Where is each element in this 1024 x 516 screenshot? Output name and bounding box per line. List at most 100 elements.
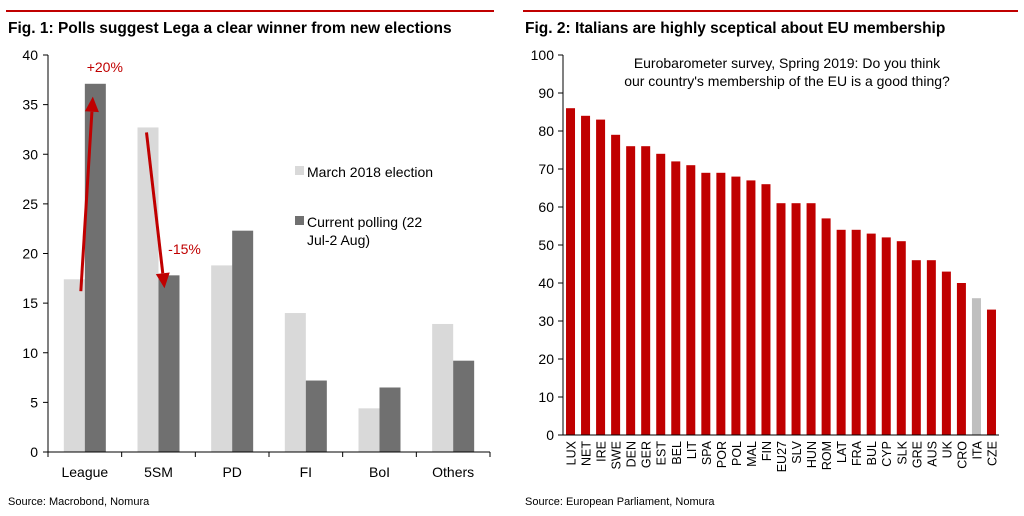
- fig1-bar-election: [432, 323, 454, 452]
- fig1-y-tick-label: 15: [22, 295, 38, 311]
- fig2-top-rule: [523, 10, 1018, 12]
- fig2-x-tick-label: LUX: [565, 440, 579, 465]
- fig2-x-tick-label: UK: [940, 440, 954, 458]
- fig2-x-tick-label: SWE: [610, 441, 624, 469]
- fig2-bar-slk: [896, 241, 906, 435]
- fig1-x-tick-label: 5SM: [144, 464, 173, 480]
- fig2-x-tick-label: LAT: [835, 441, 849, 463]
- fig2-x-tick-label: GRE: [910, 441, 924, 468]
- fig2-x-tick-label: ROM: [820, 441, 834, 470]
- fig2-x-tick-label: CYP: [880, 441, 894, 467]
- fig2-x-tick-label: FRA: [850, 440, 864, 466]
- fig1-y-tick-label: 30: [22, 146, 38, 162]
- fig1-legend-swatch-election: [295, 166, 304, 175]
- fig2-bar-ire: [596, 119, 606, 435]
- fig2-bar-ger: [641, 146, 651, 435]
- fig1-source: Source: Macrobond, Nomura: [8, 496, 150, 508]
- fig2-x-tick-label: SLV: [790, 440, 804, 463]
- fig1-bar-polling: [232, 230, 254, 452]
- fig1-x-tick-label: League: [61, 464, 108, 480]
- fig2-x-tick-label: SLK: [895, 440, 909, 464]
- fig2-bar-swe: [611, 134, 621, 436]
- fig1-y-tick-label: 40: [22, 47, 38, 63]
- fig2-bar-net: [581, 115, 591, 436]
- fig1-bar-polling: [158, 275, 180, 452]
- fig2-y-tick-label: 70: [538, 161, 554, 177]
- fig2-y-tick-label: 90: [538, 85, 554, 101]
- fig2-title: Fig. 2: Italians are highly sceptical ab…: [525, 20, 946, 37]
- fig1-arrow-up-shaft: [79, 111, 94, 292]
- fig1-legend-label-polling-line1: Current polling (22: [307, 214, 422, 230]
- fig2-y-tick-label: 20: [538, 351, 554, 367]
- fig2-bar-lat: [836, 229, 846, 435]
- fig2-bar-fra: [851, 229, 861, 435]
- fig1-y-tick-label: 0: [30, 444, 38, 460]
- fig2-x-tick-label: CZE: [985, 441, 999, 466]
- fig1-panel: Fig. 1: Polls suggest Lega a clear winne…: [0, 0, 500, 516]
- fig2-x-tick-label: EST: [655, 441, 669, 466]
- fig2-bar-aus: [926, 260, 936, 435]
- fig2-y-tick-label: 50: [538, 237, 554, 253]
- fig2-bar-mal: [746, 180, 756, 435]
- fig1-arrow-down-shaft: [145, 132, 165, 274]
- fig1-legend-label-polling-line2: Jul-2 Aug): [307, 232, 370, 248]
- fig2-bar-spa: [701, 172, 711, 436]
- fig2-x-tick-label: IRE: [595, 441, 609, 462]
- fig2-y-tick-label: 80: [538, 123, 554, 139]
- fig1-bar-election: [284, 313, 306, 452]
- fig2-x-tick-label: DEN: [625, 441, 639, 467]
- fig2-bar-uk: [941, 271, 951, 435]
- fig2-x-tick-label: NET: [580, 441, 594, 466]
- fig2-x-tick-label: BEL: [670, 441, 684, 465]
- fig1-legend-label-election: March 2018 election: [307, 164, 433, 180]
- fig2-bar-cro: [956, 283, 966, 435]
- fig2-bar-bul: [866, 233, 876, 435]
- fig2-panel: Fig. 2: Italians are highly sceptical ab…: [517, 0, 1024, 516]
- fig2-x-tick-label: POL: [730, 441, 744, 466]
- fig2-x-tick-label: LIT: [685, 441, 699, 459]
- fig2-y-tick-label: 40: [538, 275, 554, 291]
- fig1-arrow-up-head: [84, 96, 99, 113]
- fig1-annotation-up: +20%: [87, 59, 123, 75]
- fig1-bar-election: [358, 408, 380, 452]
- fig2-bar-fin: [761, 184, 771, 435]
- fig1-x-tick-label: BoI: [369, 464, 390, 480]
- fig1-bar-polling: [453, 360, 475, 452]
- fig2-y-tick-label: 10: [538, 389, 554, 405]
- fig2-bar-bel: [671, 161, 681, 435]
- fig2-x-tick-label: EU27: [775, 441, 789, 472]
- fig2-x-tick-label: CRO: [955, 441, 969, 469]
- fig1-title: Fig. 1: Polls suggest Lega a clear winne…: [8, 20, 452, 37]
- fig2-y-tick-label: 100: [531, 47, 555, 63]
- fig2-y-tick-label: 30: [538, 313, 554, 329]
- fig2-bar-est: [656, 153, 666, 436]
- fig1-x-tick-label: FI: [300, 464, 312, 480]
- fig1-bar-polling: [305, 380, 327, 452]
- fig1-y-tick-label: 25: [22, 196, 38, 212]
- fig2-bar-gre: [911, 260, 921, 435]
- fig2-x-tick-label: MAL: [745, 441, 759, 467]
- fig2-bar-cyp: [881, 237, 891, 435]
- fig2-source: Source: European Parliament, Nomura: [525, 496, 715, 508]
- fig1-bar-election: [137, 127, 159, 452]
- fig2-x-tick-label: BUL: [865, 441, 879, 465]
- fig2-x-tick-label: GER: [640, 441, 654, 468]
- fig2-bar-lit: [686, 165, 696, 435]
- fig2-bar-cze: [986, 309, 996, 435]
- fig2-bar-rom: [821, 218, 831, 435]
- fig2-bar-den: [626, 146, 636, 435]
- fig2-bar-pol: [731, 176, 741, 435]
- fig2-chart: 0 10 20 30 40 50 60 70 80 90 100 LUX NET IRE SWE DEN GER…: [531, 47, 1000, 472]
- fig1-bar-polling: [84, 83, 106, 452]
- fig1-y-tick-label: 5: [30, 394, 38, 410]
- fig1-bar-polling: [379, 387, 401, 452]
- fig2-bar-por: [716, 172, 726, 436]
- fig1-legend-swatch-polling: [295, 216, 304, 225]
- fig2-x-tick-label: POR: [715, 441, 729, 468]
- fig1-arrow-down-head: [155, 272, 170, 289]
- fig1-bar-election: [63, 279, 85, 452]
- fig2-x-tick-label: HUN: [805, 441, 819, 468]
- fig1-y-tick-label: 10: [22, 345, 38, 361]
- fig1-x-tick-label: Others: [432, 464, 474, 480]
- fig2-y-tick-label: 60: [538, 199, 554, 215]
